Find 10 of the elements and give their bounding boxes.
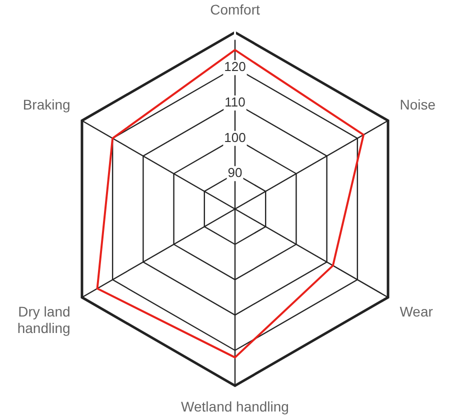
spoke-label: Wetland handling	[181, 398, 289, 414]
spoke-label: Comfort	[210, 1, 260, 18]
spoke-label: Dry land handling	[17, 303, 70, 336]
spoke-label: Braking	[22, 96, 70, 112]
y-tick-label: 120	[224, 59, 246, 74]
y-tick-label: 110	[224, 94, 246, 110]
spoke-label: Wear	[400, 303, 434, 320]
y-tick-label: 90	[228, 165, 242, 180]
spoke-label: Noise	[400, 96, 436, 112]
y-tick-label: 100	[224, 130, 246, 145]
